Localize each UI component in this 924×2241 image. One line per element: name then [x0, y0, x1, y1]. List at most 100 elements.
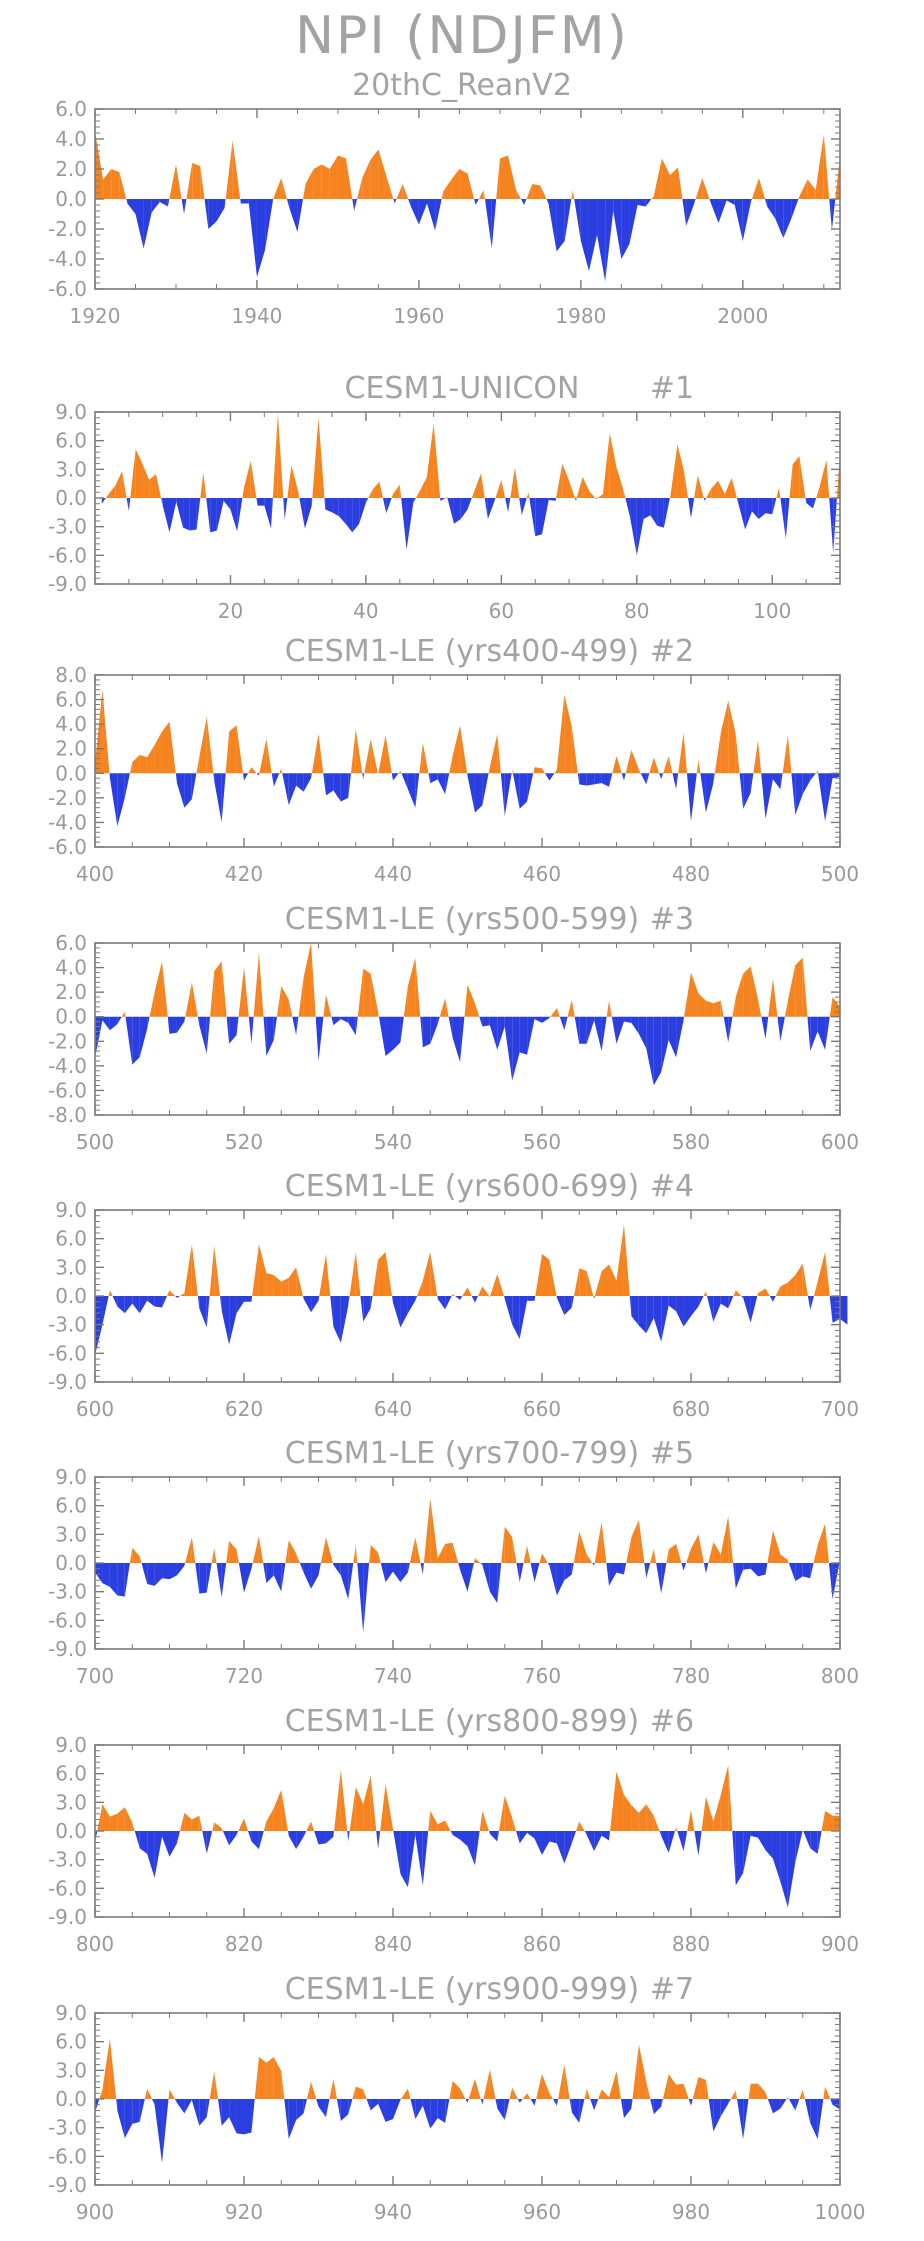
positive-area: [478, 1286, 482, 1296]
negative-area: [326, 773, 333, 795]
negative-area: [347, 1831, 348, 1842]
positive-area: [424, 1498, 430, 1563]
positive-area: [289, 1267, 296, 1296]
positive-area: [609, 1001, 612, 1017]
positive-area: [639, 1804, 646, 1831]
negative-area: [251, 1017, 253, 1044]
negative-area: [438, 2099, 445, 2123]
negative-area: [386, 2099, 393, 2122]
negative-area: [341, 1296, 348, 1343]
negative-area: [348, 1563, 353, 1599]
negative-area: [256, 498, 257, 506]
negative-area: [296, 1017, 298, 1035]
positive-area: [199, 717, 206, 774]
y-tick-label: 0.0: [55, 1005, 87, 1029]
positive-area: [691, 972, 698, 1016]
negative-area: [786, 498, 790, 539]
positive-area: [356, 1787, 363, 1831]
negative-area: [142, 1563, 148, 1584]
positive-area: [214, 1548, 216, 1563]
positive-area: [818, 1524, 825, 1563]
negative-area: [594, 1017, 601, 1051]
positive-area: [326, 995, 331, 1017]
negative-area: [639, 1296, 646, 1333]
negative-area: [535, 1563, 540, 1582]
negative-area: [752, 498, 759, 519]
negative-area: [162, 1296, 167, 1307]
negative-area: [743, 1296, 750, 1323]
negative-area: [460, 1563, 467, 1592]
negative-area: [427, 199, 435, 231]
negative-area: [475, 1831, 480, 1865]
positive-area: [671, 444, 678, 498]
negative-area: [557, 199, 565, 252]
positive-area: [713, 1542, 720, 1563]
positive-area: [576, 1821, 579, 1831]
negative-area: [531, 1563, 535, 1582]
positive-area: [725, 478, 732, 498]
positive-area: [484, 190, 485, 199]
positive-area: [790, 465, 793, 498]
y-tick-label: -6.0: [48, 543, 87, 567]
negative-area: [476, 199, 479, 205]
negative-area: [522, 498, 527, 515]
positive-area: [654, 1816, 660, 1831]
negative-area: [631, 1296, 638, 1326]
negative-area: [447, 498, 454, 524]
negative-area: [117, 1017, 121, 1024]
x-tick-label: 920: [225, 2200, 263, 2224]
positive-area: [387, 177, 394, 200]
negative-area: [147, 1017, 149, 1029]
negative-area: [117, 2099, 124, 2138]
positive-area: [401, 2088, 408, 2099]
negative-area: [501, 773, 505, 816]
negative-area: [740, 773, 744, 809]
positive-area: [482, 1811, 489, 1831]
negative-area: [646, 773, 649, 784]
positive-area: [244, 461, 251, 498]
negative-area: [438, 773, 445, 794]
negative-area: [202, 1831, 206, 1854]
negative-area: [706, 773, 713, 812]
negative-area: [654, 1296, 661, 1342]
negative-area: [367, 2099, 371, 2110]
negative-area: [578, 773, 579, 784]
negative-area: [168, 199, 169, 207]
positive-area: [649, 757, 653, 773]
negative-area: [565, 199, 572, 241]
negative-area: [144, 199, 152, 249]
series-group: [102, 413, 840, 555]
negative-area: [485, 498, 488, 519]
positive-area: [255, 2057, 259, 2099]
negative-area: [348, 1296, 349, 1306]
positive-area: [808, 180, 816, 200]
negative-area: [758, 1831, 765, 1850]
positive-area: [196, 757, 199, 773]
negative-area: [557, 1563, 564, 1595]
negative-area: [709, 2099, 714, 2131]
negative-area: [257, 773, 259, 775]
negative-area: [288, 1831, 289, 1836]
positive-area: [122, 1012, 125, 1017]
panel-run-label: #2: [650, 634, 694, 669]
negative-area: [411, 199, 419, 225]
positive-area: [102, 1804, 109, 1831]
negative-area: [381, 1563, 386, 1582]
positive-area: [370, 150, 378, 200]
negative-area: [220, 1296, 222, 1310]
negative-area: [241, 199, 249, 204]
positive-area: [147, 2088, 152, 2099]
positive-area: [696, 178, 703, 199]
positive-area: [554, 770, 556, 774]
positive-area: [140, 755, 147, 773]
positive-area: [264, 1821, 267, 1831]
positive-area: [550, 1008, 557, 1017]
negative-area: [363, 1296, 370, 1322]
positive-area: [380, 1784, 385, 1831]
negative-area: [454, 498, 461, 524]
negative-area: [237, 2099, 244, 2134]
negative-area: [575, 498, 576, 501]
negative-area: [227, 1017, 229, 1044]
negative-area: [393, 1296, 400, 1328]
